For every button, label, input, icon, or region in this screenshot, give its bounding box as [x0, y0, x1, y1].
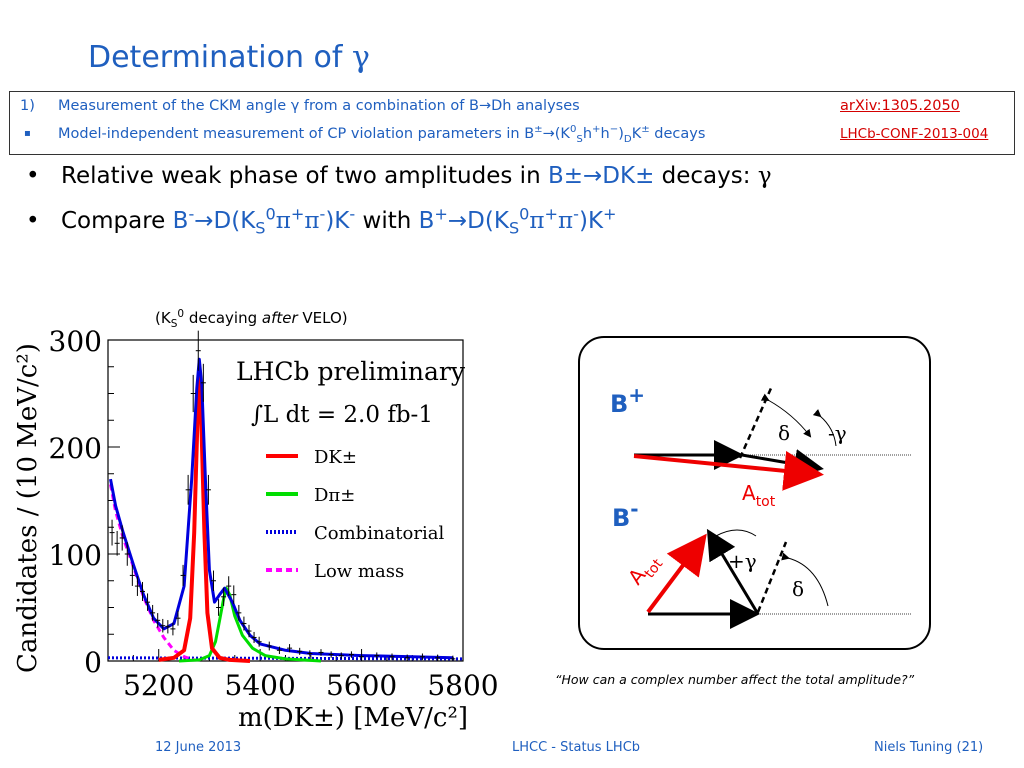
delta-arc-icon — [781, 552, 829, 607]
x-tick-label: 5600 — [326, 669, 397, 702]
phase-diagram: B+ δ -γ Atot B- +γ δ Atot — [610, 383, 912, 629]
atot-label: Atot — [742, 481, 776, 510]
references-box: 1) Measurement of the CKM angle γ from a… — [9, 91, 1015, 155]
slide-title: Determination of γ — [88, 40, 370, 75]
bminus-vector-b — [706, 528, 760, 615]
phase-diagram-box — [578, 336, 931, 650]
gamma-symbol: γ — [352, 40, 370, 75]
atot-label: Atot — [623, 548, 667, 592]
bullet-square-icon: ▪ — [24, 128, 31, 139]
delta-arc-icon — [760, 393, 812, 438]
legend-label: Low mass — [314, 561, 404, 582]
dk-signal-curve — [158, 368, 251, 663]
conf-note-link[interactable]: LHCb-CONF-2013-004 — [840, 126, 989, 142]
ks-caption: (KS0 decaying after VELO) — [155, 308, 348, 330]
low-mass-curve — [109, 484, 195, 662]
footer-page: Niels Tuning (21) — [874, 740, 984, 755]
y-tick-label: 0 — [84, 646, 102, 679]
reference-text: Model-independent measurement of CP viol… — [58, 124, 706, 145]
x-tick-label: 5800 — [427, 669, 498, 702]
reference-number: 1) — [20, 98, 35, 114]
delta-label: δ — [778, 421, 790, 445]
legend-label: DK± — [314, 447, 357, 468]
footer-center: LHCC - Status LHCb — [512, 740, 641, 755]
quote-caption: “How can a complex number affect the tot… — [555, 672, 915, 687]
bplus-decay: B+→D(KS0π+π-)K+ — [418, 204, 617, 238]
x-tick-label: 5400 — [225, 669, 296, 702]
reference-text: Measurement of the CKM angle γ from a co… — [58, 98, 580, 114]
bminus-atot-arrow — [646, 533, 707, 614]
arxiv-link[interactable]: arXiv:1305.2050 — [840, 98, 960, 114]
bullet-dot: • — [26, 163, 40, 189]
legend-label: Dπ± — [314, 485, 355, 506]
legend-label: Combinatorial — [314, 523, 444, 544]
x-axis-label: m(DK±) [MeV/c²] — [238, 703, 468, 733]
minus-gamma-label: -γ — [828, 421, 847, 445]
bminus-decay: B-→D(KS0π+π-)K- — [172, 204, 356, 238]
bminus-label: B- — [612, 497, 639, 532]
decay-highlight: B±→DK± — [547, 163, 655, 189]
bplus-dashed-line — [738, 385, 774, 459]
y-tick-label: 100 — [49, 539, 102, 572]
y-tick-label: 300 — [49, 325, 102, 358]
bullet-dot: • — [26, 208, 40, 234]
plus-gamma-label: +γ — [728, 549, 757, 573]
plus-gamma-arc-icon — [708, 529, 757, 543]
plot-frame — [107, 339, 464, 662]
bplus-label: B+ — [610, 383, 645, 418]
footer-date: 12 June 2013 — [155, 740, 242, 755]
y-tick-label: 200 — [49, 432, 102, 465]
bplus-atot-arrow — [633, 450, 824, 491]
bminus-dashed-line — [756, 541, 788, 613]
chart-annotation-lumi: ∫L dt = 2.0 fb-1 — [251, 402, 433, 428]
delta-label: δ — [792, 577, 804, 601]
minus-gamma-arc-icon — [812, 409, 837, 447]
y-axis-label: Candidates / (10 MeV/c²) — [13, 343, 43, 673]
chart-annotation-lhcb: LHCb preliminary — [236, 357, 466, 386]
x-tick-label: 5200 — [123, 669, 194, 702]
